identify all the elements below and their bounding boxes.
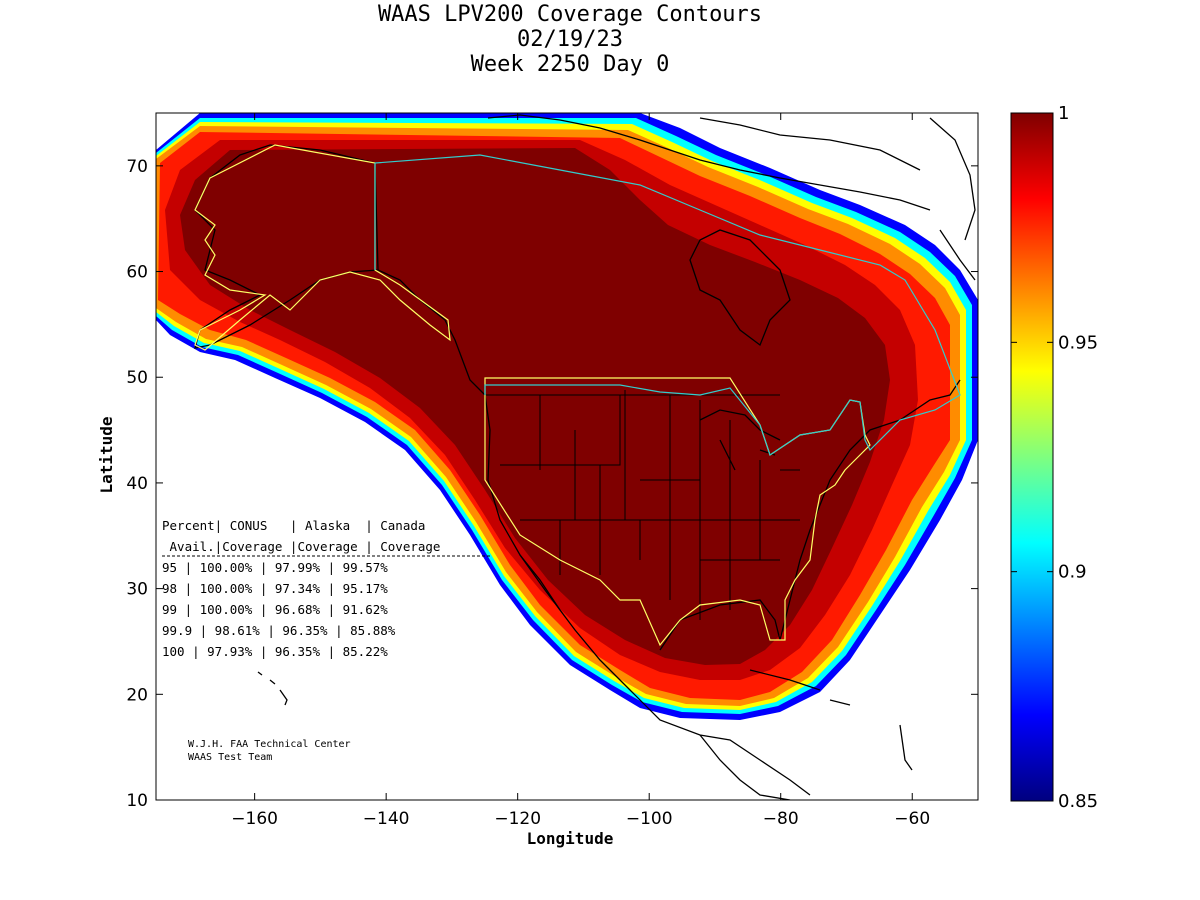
colorbar-tick-label: 0.85 xyxy=(1058,791,1098,812)
table-row: 98 | 100.00% | 97.34% | 95.17% xyxy=(162,581,388,596)
x-tick-label: −100 xyxy=(626,809,673,829)
y-tick-label: 50 xyxy=(126,368,148,388)
y-tick-label: 60 xyxy=(126,263,148,283)
y-axis-title: Latitude xyxy=(97,416,116,493)
table-header-row-1: Percent| CONUS | Alaska | Canada xyxy=(162,518,425,533)
colorbar-tick-label: 0.9 xyxy=(1058,562,1087,583)
y-axis: 10 20 30 40 50 60 70 xyxy=(126,157,978,811)
x-tick-label: −60 xyxy=(894,809,930,829)
x-axis-title: Longitude xyxy=(527,829,614,848)
colorbar xyxy=(1010,112,1054,802)
coastlines xyxy=(194,114,976,800)
credit-line-2: WAAS Test Team xyxy=(188,752,272,763)
coverage-contours xyxy=(156,113,978,800)
credit-line-1: W.J.H. FAA Technical Center xyxy=(188,739,351,750)
table-row: 99.9 | 98.61% | 96.35% | 85.88% xyxy=(162,623,396,638)
state-lines xyxy=(485,390,800,620)
y-tick-label: 30 xyxy=(126,580,148,600)
contour-core xyxy=(180,148,890,665)
x-axis: −160 −140 −120 −100 −80 −60 xyxy=(231,113,930,829)
canada-border xyxy=(374,154,961,456)
table-header-row-2: Avail.|Coverage |Coverage | Coverage xyxy=(162,539,440,554)
table-row: 99 | 100.00% | 96.68% | 91.62% xyxy=(162,602,388,617)
colorbar-tick-label: 1 xyxy=(1058,103,1069,124)
x-tick-label: −140 xyxy=(363,809,410,829)
y-tick-label: 20 xyxy=(126,685,148,705)
y-tick-label: 10 xyxy=(126,791,148,811)
y-tick-label: 70 xyxy=(126,157,148,177)
title-line-1: WAAS LPV200 Coverage Contours xyxy=(377,2,763,27)
table-row: 100 | 97.93% | 96.35% | 85.22% xyxy=(162,644,388,659)
x-tick-label: −160 xyxy=(231,809,278,829)
title-line-3: Week 2250 Day 0 xyxy=(470,52,670,77)
plot-frame xyxy=(155,112,979,801)
x-tick-label: −120 xyxy=(494,809,541,829)
title-line-2: 02/19/23 xyxy=(517,27,623,52)
alaska-service-boundary xyxy=(194,144,451,351)
coverage-table: Percent| CONUS | Alaska | Canada Avail.|… xyxy=(162,518,490,659)
y-tick-label: 40 xyxy=(126,474,148,494)
table-row: 95 | 100.00% | 97.99% | 99.57% xyxy=(162,560,388,575)
x-tick-label: −80 xyxy=(763,809,799,829)
colorbar-tick-label: 0.95 xyxy=(1058,332,1098,353)
colorbar-ticks: 1 0.95 0.9 0.85 xyxy=(1011,103,1098,812)
